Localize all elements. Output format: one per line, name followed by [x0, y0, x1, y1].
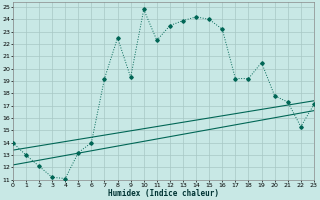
X-axis label: Humidex (Indice chaleur): Humidex (Indice chaleur)	[108, 189, 219, 198]
